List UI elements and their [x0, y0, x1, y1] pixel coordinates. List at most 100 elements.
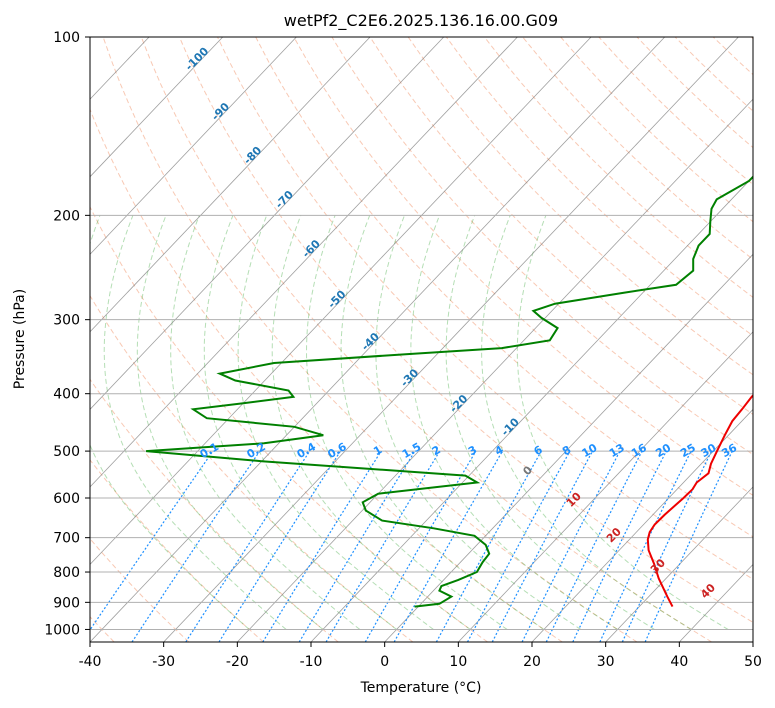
dry-adiabat [217, 37, 753, 580]
mixing-ratio-line [621, 450, 713, 642]
mixing-ratio-line [545, 450, 643, 642]
axes: -40 -30 -20 -10 0 10 20 30 40 5010020030040050060… [44, 30, 762, 670]
moist-adiabat [90, 215, 250, 630]
x-tick-label: 40 [670, 654, 688, 670]
x-axis-label: Temperature (°C) [360, 680, 482, 696]
mixing-ratio-label: 6 [532, 443, 545, 458]
y-tick-label: 300 [53, 313, 80, 329]
isotherm-label: -90 [209, 100, 232, 123]
isotherm-label: -60 [300, 237, 323, 260]
dry-adiabat [102, 37, 638, 642]
mixing-ratio-line [521, 450, 621, 642]
mixing-ratio-line [90, 450, 214, 631]
mixing-ratio-line [325, 450, 441, 642]
dry-adiabat [90, 537, 190, 642]
dry-adiabat [293, 37, 753, 496]
y-tick-label: 700 [53, 531, 80, 547]
y-axis-label: Pressure (hPa) [12, 289, 28, 389]
dry-adiabat [560, 37, 753, 223]
chart-title: wetPf2_C2E6.2025.136.16.00.G09 [284, 11, 558, 31]
x-tick-label: -30 [152, 654, 175, 670]
isotherm-line [90, 37, 224, 178]
mixing-ratio-line [364, 450, 477, 642]
dry-adiabat [255, 37, 753, 538]
isotherm-line [90, 37, 371, 333]
mixing-ratio-line [599, 450, 692, 642]
mixing-ratio-line [185, 450, 311, 642]
wet-bulb-label: 30 [648, 556, 668, 576]
isotherm-line [90, 37, 297, 255]
mixing-ratio-label: 0.4 [295, 440, 319, 461]
dry-adiabat [598, 37, 753, 186]
dry-adiabat [140, 37, 712, 642]
dry-adiabat [712, 37, 753, 76]
profile-lines [146, 175, 753, 608]
dry-adiabat [751, 37, 753, 40]
moist-adiabat [410, 215, 618, 630]
moist-adiabat [271, 215, 471, 630]
mixing-ratio-line [466, 450, 571, 642]
isotherm-line [679, 563, 753, 642]
x-tick-label: 30 [597, 654, 615, 670]
wet-bulb-label: 10 [564, 490, 584, 510]
mixing-ratio-line [572, 450, 667, 642]
mixing-ratio-label: 10 [580, 441, 600, 460]
dry-adiabat [407, 37, 753, 376]
mixing-ratio-label: 13 [607, 441, 627, 460]
x-tick-label: -10 [300, 654, 323, 670]
isotherm-line [90, 37, 445, 410]
dewpoint-line [146, 175, 753, 608]
isotherm-line [458, 331, 753, 642]
isotherm-line [237, 98, 753, 642]
y-tick-label: 1000 [44, 622, 80, 638]
moist-adiabat [375, 215, 582, 630]
isotherm-label: -100 [183, 44, 212, 73]
wet-bulb-label: 40 [698, 581, 718, 601]
dry-adiabat [90, 205, 488, 642]
y-tick-label: 500 [53, 444, 80, 460]
moist-adiabat [170, 215, 361, 630]
dry-adiabat [484, 37, 753, 298]
isotherm-label: -20 [447, 392, 470, 415]
isotherm-line [752, 641, 753, 642]
dry-adiabat [636, 37, 753, 149]
x-tick-label: -40 [79, 654, 102, 670]
dry-adiabat [90, 378, 339, 642]
dry-adiabat [178, 37, 753, 623]
mixing-ratio-label: 20 [653, 441, 673, 460]
mixing-ratio-line [393, 450, 504, 642]
isotherm-line [90, 37, 592, 566]
mixing-ratio-line [644, 450, 733, 642]
mixing-ratio-label: 30 [699, 441, 719, 460]
mixing-ratio-line [491, 450, 594, 642]
y-tick-label: 100 [53, 30, 80, 46]
isotherm-label: -50 [325, 288, 348, 311]
isotherm-line [0, 37, 2, 642]
mixing-ratio-line [218, 450, 342, 642]
x-tick-label: 50 [744, 654, 762, 670]
dry-adiabat [369, 37, 753, 415]
x-tick-label: 10 [449, 654, 467, 670]
y-tick-label: 200 [53, 208, 80, 224]
isotherm-line [310, 176, 753, 642]
mixing-ratio-label: 0.6 [325, 440, 349, 461]
moist-adiabat [516, 215, 729, 630]
dry-adiabat [90, 108, 563, 642]
isotherm-label: -10 [499, 415, 522, 438]
x-tick-label: 0 [380, 654, 389, 670]
isotherm-line [163, 37, 739, 642]
isotherm-label: -70 [273, 188, 296, 211]
moist-adiabat [237, 215, 434, 630]
moist-adiabat [136, 215, 324, 630]
dry-adiabat [90, 459, 264, 642]
y-tick-label: 600 [53, 491, 80, 507]
mixing-ratio-label: 25 [678, 441, 698, 460]
isotherm-line [90, 37, 666, 642]
temperature-line [646, 393, 753, 608]
plot-frame [89, 36, 754, 643]
isotherm-line [605, 486, 753, 642]
y-tick-label: 800 [53, 565, 80, 581]
moist-adiabat [445, 215, 655, 630]
x-tick-label: -20 [226, 654, 249, 670]
y-tick-label: 400 [53, 387, 80, 403]
